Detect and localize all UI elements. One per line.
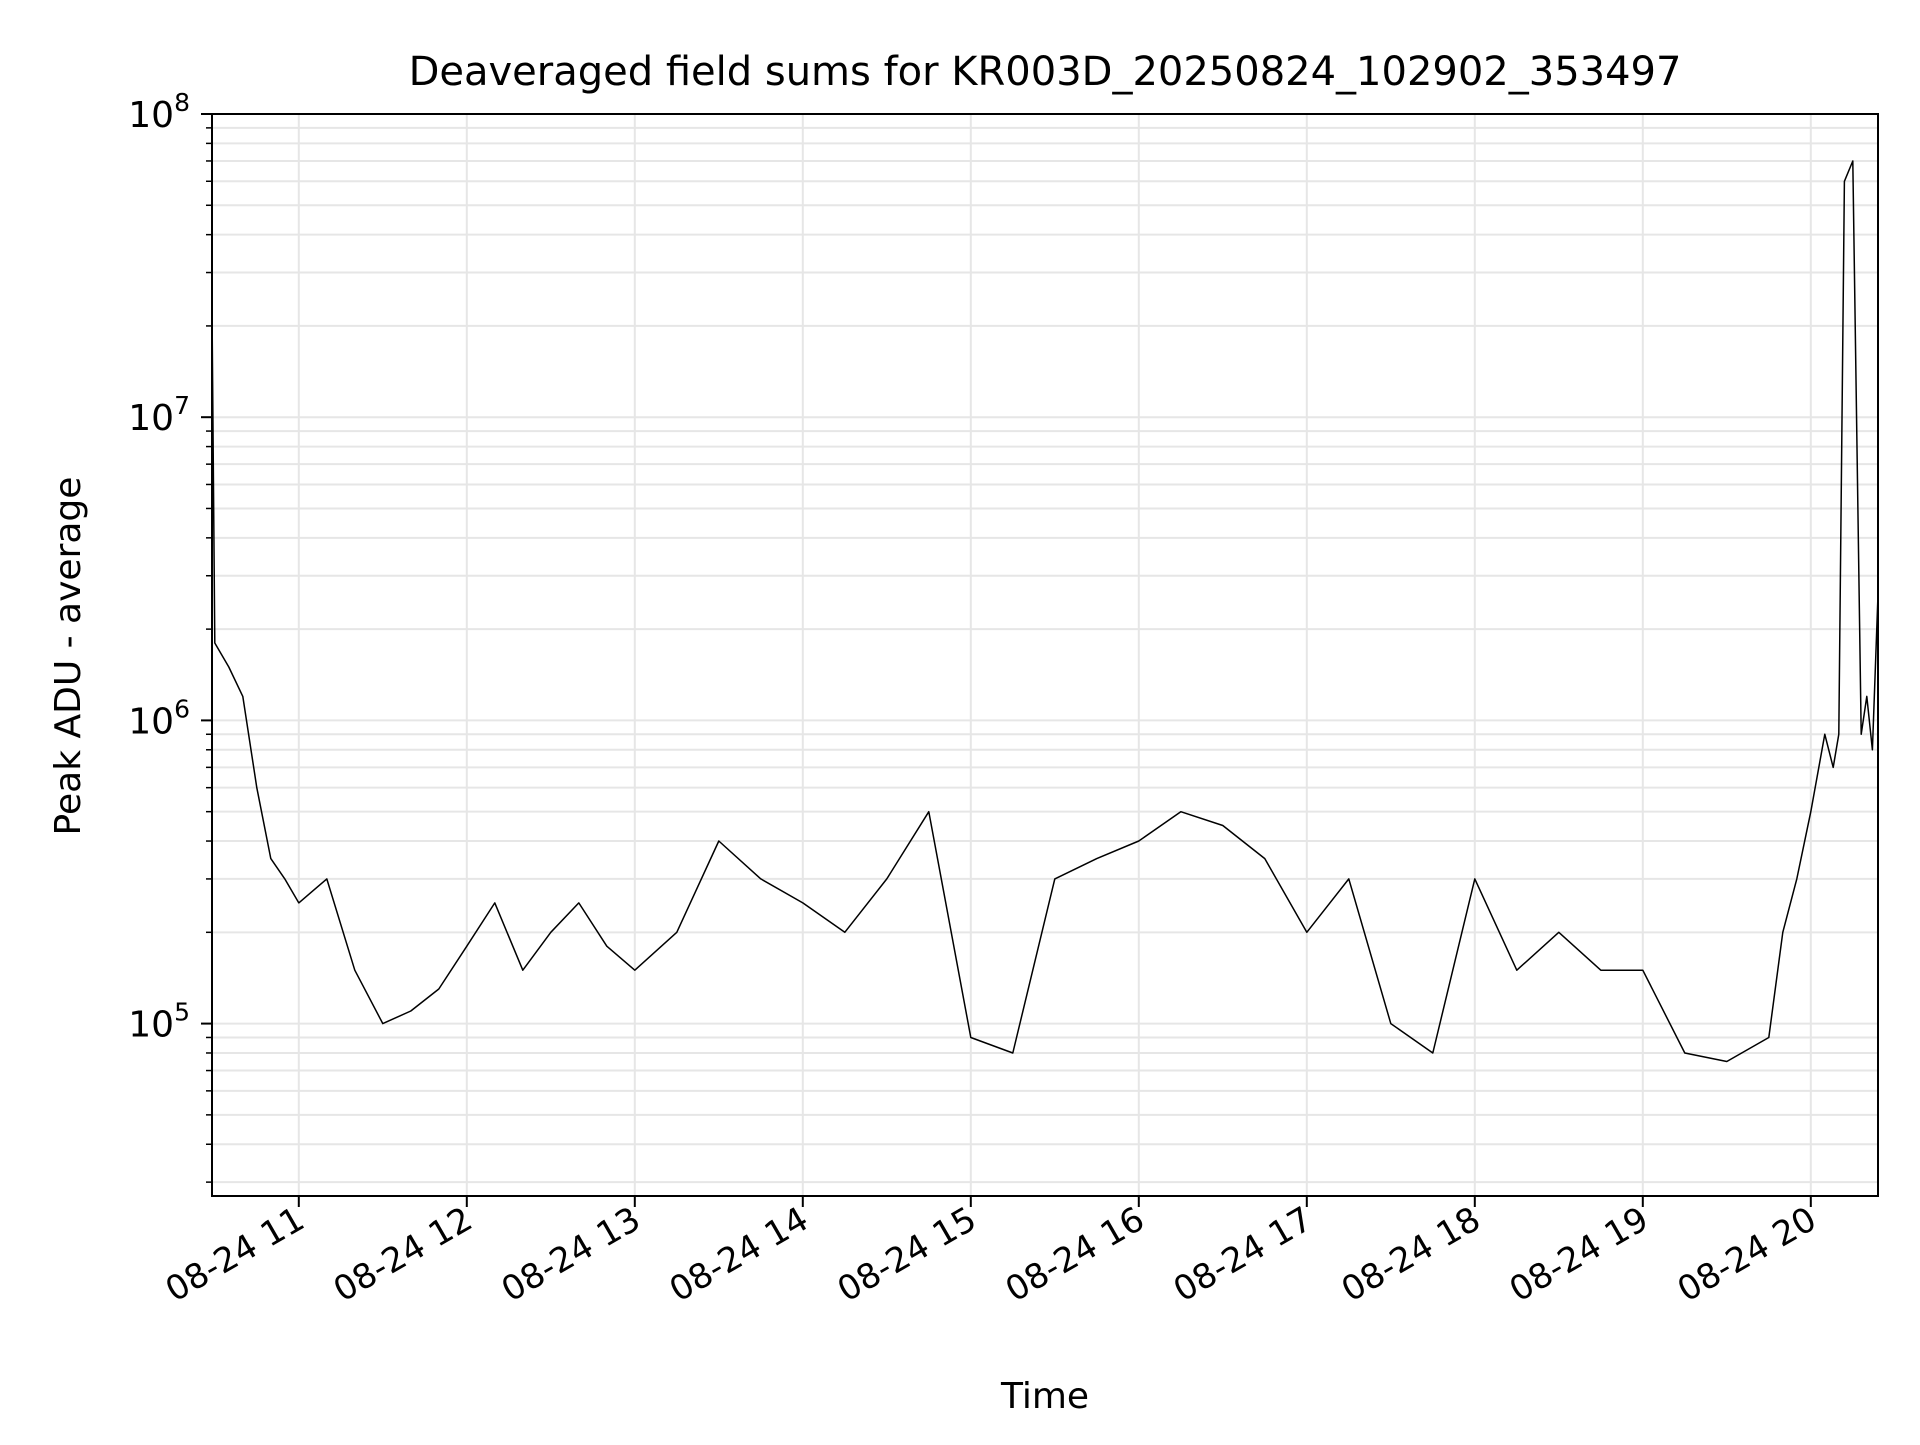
series-line-0 bbox=[211, 160, 1879, 1063]
x-axis-label: Time bbox=[1000, 1376, 1089, 1417]
chart-title: Deaveraged field sums for KR003D_2025082… bbox=[409, 49, 1682, 95]
y-tick-label: 106 bbox=[128, 694, 190, 742]
plot-frame bbox=[211, 113, 1879, 1197]
y-axis-label: Peak ADU - average bbox=[48, 477, 89, 836]
gridlines bbox=[212, 113, 1878, 1196]
y-tick-label: 105 bbox=[128, 998, 190, 1046]
data-series bbox=[211, 160, 1879, 1063]
y-tick-label: 107 bbox=[128, 391, 190, 439]
y-tick-label: 108 bbox=[128, 88, 190, 136]
